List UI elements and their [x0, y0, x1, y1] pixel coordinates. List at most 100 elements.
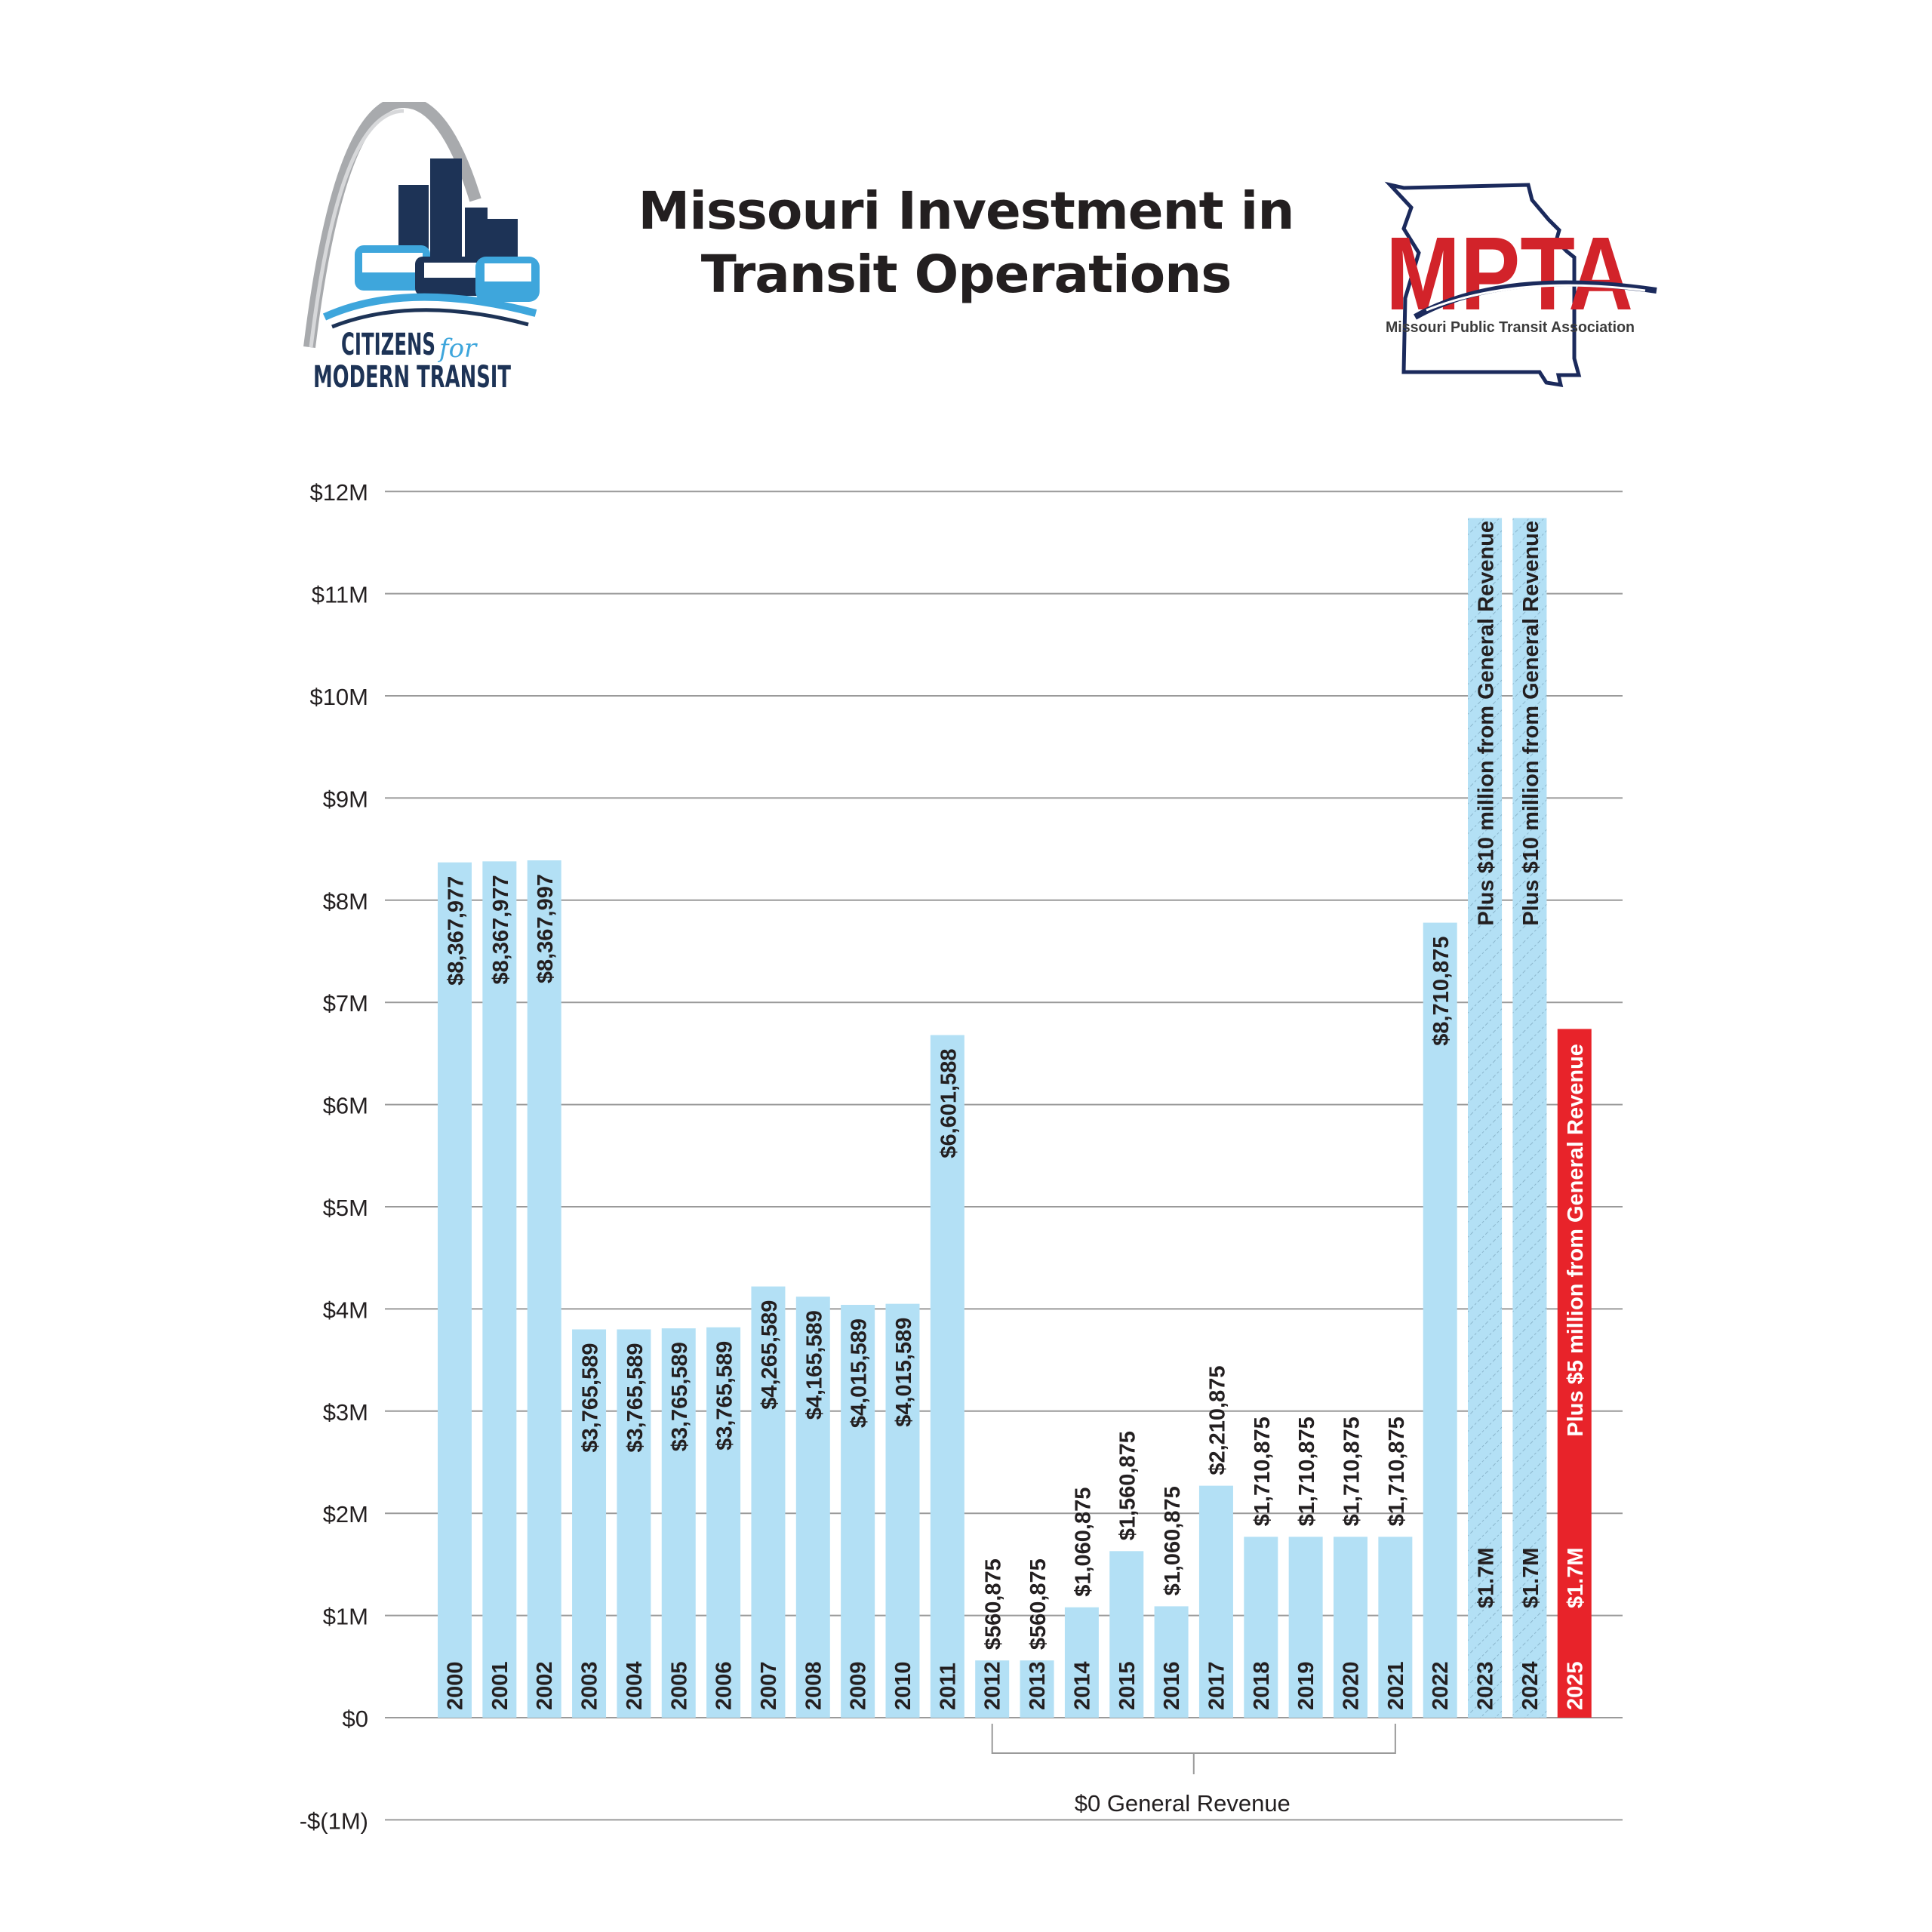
bar — [975, 1660, 1010, 1718]
x-tick-label: 2001 — [488, 1661, 512, 1710]
y-tick-label: $12M — [309, 479, 368, 506]
data-label: $4,165,589 — [802, 1310, 826, 1420]
x-tick-label: 2007 — [757, 1661, 781, 1710]
data-label: $1,060,875 — [1071, 1487, 1095, 1597]
data-label: $8,367,977 — [445, 876, 469, 986]
chart-title-line1: Missouri Investment in — [638, 181, 1295, 242]
data-label: $1,560,875 — [1116, 1431, 1140, 1540]
bar — [1557, 1029, 1592, 1718]
bar — [1198, 1485, 1233, 1718]
y-tick-label: $8M — [323, 888, 368, 915]
data-label: $1,710,875 — [1251, 1417, 1275, 1526]
data-label: $4,265,589 — [758, 1300, 782, 1410]
data-label: $4,015,589 — [848, 1318, 872, 1428]
bar — [706, 1327, 741, 1718]
bar — [795, 1297, 830, 1718]
x-tick-label: 2020 — [1340, 1661, 1364, 1710]
general-revenue-label: Plus $10 million from General Revenue — [1475, 521, 1499, 926]
y-tick-label: $3M — [323, 1399, 368, 1426]
bar — [1154, 1606, 1189, 1718]
data-label: $1,060,875 — [1161, 1486, 1185, 1595]
x-tick-label: 2018 — [1250, 1661, 1274, 1710]
y-tick-label: $0 — [343, 1706, 368, 1732]
general-revenue-label: Plus $5 million from General Revenue — [1564, 1044, 1588, 1437]
data-label: $4,015,589 — [892, 1318, 916, 1427]
mpta-logo: MPTA Missouri Public Transit Association — [1384, 181, 1657, 388]
bar — [1423, 922, 1457, 1718]
logo-cmt-line2: for — [437, 334, 478, 364]
x-tick-label: 2010 — [891, 1661, 915, 1710]
x-tick-label: 2025 — [1563, 1661, 1587, 1710]
bar — [751, 1286, 786, 1718]
data-label: $560,875 — [982, 1558, 1006, 1650]
data-label: $3,765,589 — [713, 1341, 737, 1451]
data-label: $1,710,875 — [1340, 1417, 1364, 1526]
data-label: $3,765,589 — [579, 1343, 603, 1452]
data-label: $8,710,875 — [1429, 937, 1454, 1046]
bar — [1288, 1537, 1323, 1718]
y-tick-label: $4M — [323, 1297, 368, 1323]
bar — [885, 1303, 920, 1718]
data-label: $6,601,588 — [937, 1049, 961, 1158]
x-tick-label: 2008 — [801, 1661, 826, 1710]
chart-title-line2: Transit Operations — [700, 245, 1232, 305]
bar — [527, 860, 561, 1718]
data-label: $1,710,875 — [1295, 1417, 1319, 1526]
general-revenue-bracket — [991, 1724, 1396, 1754]
bar — [1109, 1551, 1144, 1718]
x-tick-label: 2016 — [1160, 1661, 1184, 1710]
y-tick-label: $9M — [323, 786, 368, 812]
general-revenue-label: Plus $10 million from General Revenue — [1519, 521, 1543, 926]
logo-cmt-line1: CITIZENS — [341, 328, 435, 362]
bracket-label: $0 General Revenue — [1075, 1790, 1291, 1817]
x-tick-label: 2009 — [847, 1661, 871, 1710]
y-tick-label: -$(1M) — [300, 1807, 368, 1834]
bar — [1064, 1607, 1099, 1718]
logo-cmt-line3: MODERN TRANSIT — [313, 360, 511, 395]
y-tick-label: $11M — [312, 582, 368, 608]
bar — [617, 1329, 651, 1718]
chart-title: Missouri Investment in Transit Operation… — [589, 180, 1343, 306]
x-tick-label: 2019 — [1294, 1661, 1318, 1710]
bar — [661, 1328, 696, 1718]
bar — [572, 1329, 607, 1718]
data-label: $1.7M — [1564, 1548, 1588, 1609]
bar — [1244, 1537, 1278, 1718]
bar — [1512, 518, 1547, 1718]
x-tick-label: 2014 — [1070, 1661, 1094, 1710]
x-tick-label: 2023 — [1474, 1661, 1498, 1710]
x-tick-label: 2022 — [1429, 1661, 1453, 1710]
data-label: $1.7M — [1519, 1548, 1543, 1609]
logo-mpta-name: Missouri Public Transit Association — [1386, 319, 1635, 336]
data-label: $8,367,977 — [489, 875, 513, 984]
data-label: $3,765,589 — [668, 1342, 692, 1451]
y-tick-label: $7M — [323, 990, 368, 1017]
x-tick-label: 2021 — [1384, 1661, 1408, 1710]
x-tick-label: 2024 — [1518, 1661, 1543, 1710]
data-label: $3,765,589 — [623, 1343, 648, 1452]
x-tick-label: 2013 — [1026, 1661, 1050, 1710]
x-tick-label: 2012 — [981, 1661, 1005, 1710]
data-label: $1,710,875 — [1385, 1417, 1409, 1526]
x-tick-label: 2002 — [533, 1661, 557, 1710]
bar — [1468, 518, 1503, 1718]
bar — [438, 862, 472, 1718]
x-tick-label: 2015 — [1115, 1661, 1140, 1710]
bar — [930, 1035, 964, 1718]
data-label: $1.7M — [1475, 1548, 1499, 1609]
bar — [482, 861, 517, 1718]
bar — [841, 1304, 875, 1718]
y-tick-label: $5M — [323, 1195, 368, 1221]
y-tick-label: $1M — [323, 1604, 368, 1630]
x-tick-label: 2003 — [578, 1661, 602, 1710]
bar — [1334, 1537, 1367, 1718]
y-tick-label: $6M — [323, 1093, 368, 1119]
citizens-for-modern-transit-logo: CITIZENS for MODERN TRANSIT — [303, 102, 540, 395]
y-tick-label: $10M — [309, 684, 368, 710]
y-tick-label: $2M — [323, 1501, 368, 1527]
x-tick-label: 2000 — [444, 1661, 468, 1710]
x-tick-label: 2017 — [1204, 1661, 1229, 1710]
bar — [1020, 1660, 1054, 1718]
data-label: $8,367,997 — [534, 874, 558, 983]
